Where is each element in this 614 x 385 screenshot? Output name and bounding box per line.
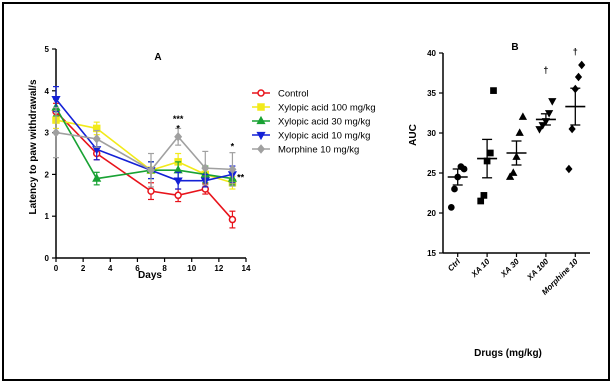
data-point — [92, 134, 101, 144]
legend-marker — [256, 131, 266, 141]
x-tick-label: 4 — [108, 264, 113, 273]
x-tick-label: 2 — [81, 264, 86, 273]
x-tick-label: 0 — [54, 264, 59, 273]
chart-a-x-axis-label: Days — [138, 270, 162, 281]
legend-item-0: Control — [252, 89, 309, 100]
legend-label: Xylopic acid 10 mg/kg — [278, 131, 370, 142]
legend-marker — [257, 89, 265, 97]
series-line — [55, 131, 233, 172]
data-point — [147, 187, 155, 195]
chart-a-legend: Control Xylopic acid 100 mg/kg Xylopic aci… — [252, 89, 376, 156]
legend-item-3: Xylopic acid 10 mg/kg — [252, 131, 370, 142]
legend-label: Xylopic acid 30 mg/kg — [278, 117, 370, 128]
series-line — [55, 98, 233, 182]
series-4 — [52, 106, 237, 188]
x-tick-label: 12 — [214, 264, 223, 273]
chart-a-annotations: ******* — [173, 114, 245, 183]
data-point — [173, 177, 183, 186]
legend-item-4: Morphine 10 mg/kg — [252, 144, 359, 156]
series-line — [55, 107, 233, 180]
y-tick-label: 1 — [45, 212, 50, 221]
legend-label: Morphine 10 mg/kg — [278, 145, 359, 156]
data-point — [52, 127, 60, 138]
y-tick-label: 2 — [45, 170, 50, 179]
significance-label: *** — [173, 114, 184, 124]
legend-item-2: Xylopic acid 30 mg/kg — [252, 115, 370, 128]
y-tick-label: 0 — [45, 254, 50, 263]
legend-label: Control — [278, 89, 309, 100]
data-point — [201, 163, 210, 173]
legend-marker — [256, 115, 266, 125]
y-tick-label: 3 — [45, 129, 50, 138]
legend-label: Xylopic acid 100 mg/kg — [278, 103, 376, 114]
x-tick-label: 8 — [162, 264, 167, 273]
panel-a-label: A — [154, 52, 161, 63]
data-point — [228, 164, 237, 175]
data-point — [228, 215, 237, 224]
data-point — [92, 173, 102, 182]
data-point — [147, 165, 155, 175]
data-point — [51, 96, 61, 105]
significance-label: * — [231, 141, 235, 151]
x-tick-label: 14 — [242, 264, 251, 273]
data-point — [174, 191, 182, 200]
x-tick-label: 6 — [135, 264, 140, 273]
significance-label: * — [176, 123, 180, 133]
y-tick-label: 5 — [45, 45, 50, 54]
significance-label: ** — [237, 173, 245, 183]
figure-frame — [2, 2, 610, 381]
x-tick-label: 10 — [187, 264, 196, 273]
y-tick-label: 4 — [45, 87, 50, 96]
legend-marker — [257, 103, 265, 111]
series-line — [55, 111, 234, 221]
chart-a-series — [51, 86, 237, 229]
legend-marker — [257, 144, 265, 154]
chart-a-y-axis-label: Latency to paw withdrawal/s — [28, 79, 39, 214]
legend-item-1: Xylopic acid 100 mg/kg — [252, 103, 376, 114]
data-point — [174, 132, 183, 142]
